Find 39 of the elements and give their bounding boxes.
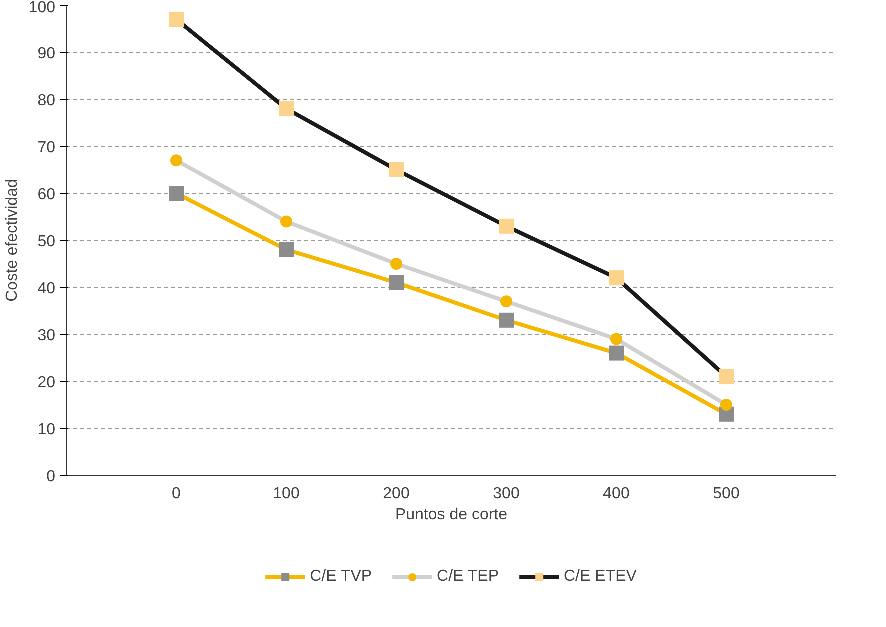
point bbox=[609, 346, 624, 361]
y-tick-label: 60 bbox=[38, 186, 56, 204]
point bbox=[280, 216, 292, 228]
legend-label: C/E TEP bbox=[437, 568, 499, 586]
point bbox=[719, 369, 734, 384]
y-tick-label: 80 bbox=[38, 92, 56, 110]
point bbox=[610, 333, 622, 346]
legend-label: C/E TVP bbox=[310, 568, 372, 586]
y-tick-label: 70 bbox=[38, 140, 56, 156]
point bbox=[720, 399, 732, 411]
y-tick-label: 50 bbox=[38, 234, 56, 250]
x-tick-label: 100 bbox=[273, 486, 300, 502]
y-tick-label: 0 bbox=[46, 468, 56, 486]
point bbox=[390, 258, 402, 270]
point bbox=[170, 154, 182, 167]
y-tick-label: 20 bbox=[38, 374, 56, 392]
y-tick-label: 30 bbox=[38, 328, 56, 344]
point bbox=[609, 270, 624, 286]
y-tick-label: 40 bbox=[38, 280, 56, 298]
x-tick-label: 400 bbox=[603, 486, 630, 502]
x-tick-label: 500 bbox=[713, 486, 740, 502]
x-tick-label: 300 bbox=[493, 486, 520, 502]
y-axis-title: Coste efectividad bbox=[4, 179, 21, 302]
point bbox=[389, 162, 404, 178]
point bbox=[169, 186, 184, 201]
x-tick-label: 200 bbox=[383, 486, 410, 502]
point bbox=[279, 242, 294, 258]
y-tick-label: 100 bbox=[28, 0, 56, 16]
point bbox=[389, 275, 404, 290]
point bbox=[500, 296, 512, 308]
x-axis-title: Puntos de corte bbox=[395, 506, 508, 524]
legend-label: C/E ETEV bbox=[564, 568, 637, 586]
point bbox=[499, 312, 514, 328]
y-tick-label: 10 bbox=[38, 422, 56, 438]
point bbox=[279, 101, 294, 116]
x-tick-label: 0 bbox=[172, 486, 182, 502]
point bbox=[499, 218, 514, 234]
y-tick-label: 90 bbox=[38, 46, 56, 62]
point bbox=[169, 12, 184, 28]
